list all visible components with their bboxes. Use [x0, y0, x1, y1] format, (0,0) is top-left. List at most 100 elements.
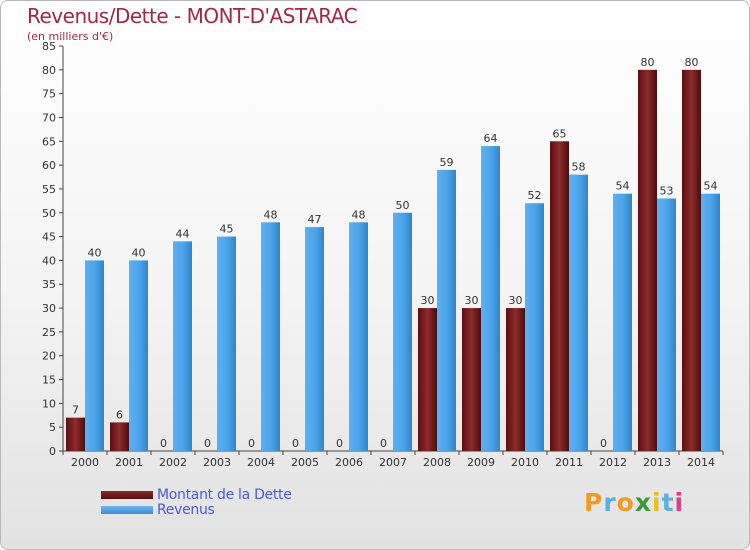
data-label-revenus: 47 [308, 213, 322, 226]
y-tick-label: 50 [42, 207, 56, 220]
y-tick-label: 15 [42, 374, 56, 387]
data-label-dette: 0 [292, 437, 299, 450]
data-label-dette: 80 [685, 56, 699, 69]
x-tick-label: 2007 [379, 456, 407, 469]
bar-revenus [525, 203, 544, 451]
y-tick-label: 35 [42, 278, 56, 291]
y-tick-label: 20 [42, 350, 56, 363]
bar-dette [638, 69, 657, 451]
logo-letter: P [584, 488, 604, 517]
data-label-dette: 65 [553, 127, 567, 140]
bars [66, 69, 720, 452]
y-tick-label: 75 [42, 88, 56, 101]
bar-dette [506, 308, 525, 451]
data-label-revenus: 53 [660, 184, 674, 197]
data-label-revenus: 58 [572, 161, 586, 174]
data-label-revenus: 44 [176, 227, 190, 240]
x-tick-label: 2010 [511, 456, 539, 469]
y-tick-label: 25 [42, 326, 56, 339]
bar-revenus [393, 212, 412, 451]
data-label-revenus: 50 [396, 199, 410, 212]
bar-revenus [173, 241, 192, 451]
x-tick-label: 2003 [203, 456, 231, 469]
bar-revenus [129, 260, 148, 451]
data-label-revenus: 40 [88, 246, 102, 259]
y-tick-label: 65 [42, 135, 56, 148]
data-label-dette: 0 [204, 437, 211, 450]
logo-letter: x [634, 488, 652, 517]
x-tick-label: 2011 [555, 456, 583, 469]
bar-dette [418, 308, 437, 451]
y-tick-label: 85 [42, 40, 56, 53]
x-tick-label: 2008 [423, 456, 451, 469]
x-tick-label: 2004 [247, 456, 275, 469]
data-label-dette: 30 [509, 294, 523, 307]
bar-revenus [305, 227, 324, 451]
data-labels: 7 40 6 40 0 44 0 45 0 48 0 47 0 48 0 50 30 59 30 64 30 52 65 58… [72, 56, 718, 450]
x-tick-label: 2006 [335, 456, 363, 469]
x-tick-label: 2001 [115, 456, 143, 469]
bar-revenus [85, 260, 104, 451]
chart-subtitle: (en milliers d'€) [27, 30, 114, 43]
data-label-dette: 0 [160, 437, 167, 450]
data-label-revenus: 52 [528, 189, 542, 202]
data-label-dette: 80 [641, 56, 655, 69]
y-tick-label: 60 [42, 159, 56, 172]
bar-revenus [217, 236, 236, 451]
data-label-revenus: 54 [704, 180, 718, 193]
data-label-revenus: 48 [352, 208, 366, 221]
data-label-dette: 7 [72, 404, 79, 417]
logo-letter: t [661, 488, 675, 517]
data-label-dette: 0 [248, 437, 255, 450]
proxiti-logo: Proxiti [584, 488, 684, 517]
bar-revenus [261, 222, 280, 451]
legend-label-dette: Montant de la Dette [157, 487, 292, 503]
logo-letter: i [652, 488, 662, 517]
bar-dette [462, 308, 481, 451]
data-label-revenus: 64 [484, 132, 498, 145]
data-label-revenus: 40 [132, 246, 146, 259]
bar-revenus [657, 198, 676, 451]
y-tick-label: 0 [49, 445, 56, 458]
y-tick-label: 80 [42, 64, 56, 77]
y-tick-label: 10 [42, 397, 56, 410]
logo-letter: r [603, 488, 617, 517]
data-label-dette: 30 [465, 294, 479, 307]
logo-letter: i [674, 488, 685, 517]
bar-revenus [701, 193, 720, 452]
bar-revenus [569, 174, 588, 451]
bar-dette [550, 141, 569, 451]
bar-dette [110, 422, 129, 451]
data-label-dette: 0 [336, 437, 343, 450]
logo-letter: o [616, 488, 635, 517]
x-tick-label: 2000 [71, 456, 99, 469]
y-tick-label: 30 [42, 302, 56, 315]
data-label-dette: 0 [380, 437, 387, 450]
data-label-dette: 30 [421, 294, 435, 307]
y-tick-label: 5 [49, 421, 56, 434]
bar-revenus [437, 169, 456, 451]
bar-dette [66, 417, 85, 451]
data-label-dette: 6 [116, 408, 123, 421]
data-label-revenus: 59 [440, 156, 454, 169]
legend-swatch-dette [101, 491, 153, 499]
x-tick-label: 2005 [291, 456, 319, 469]
x-tick-label: 2012 [599, 456, 627, 469]
data-label-dette: 0 [600, 437, 607, 450]
bar-revenus [349, 222, 368, 451]
bar-revenus [481, 146, 500, 451]
data-label-revenus: 45 [220, 223, 234, 236]
y-tick-label: 45 [42, 231, 56, 244]
legend-swatch-revenus [101, 506, 153, 514]
bar-revenus [613, 193, 632, 452]
chart-title: Revenus/Dette - MONT-D'ASTARAC [27, 4, 358, 28]
x-tick-label: 2002 [159, 456, 187, 469]
y-tick-label: 55 [42, 183, 56, 196]
x-tick-label: 2009 [467, 456, 495, 469]
y-tick-label: 70 [42, 111, 56, 124]
data-label-revenus: 54 [616, 180, 630, 193]
data-label-revenus: 48 [264, 208, 278, 221]
